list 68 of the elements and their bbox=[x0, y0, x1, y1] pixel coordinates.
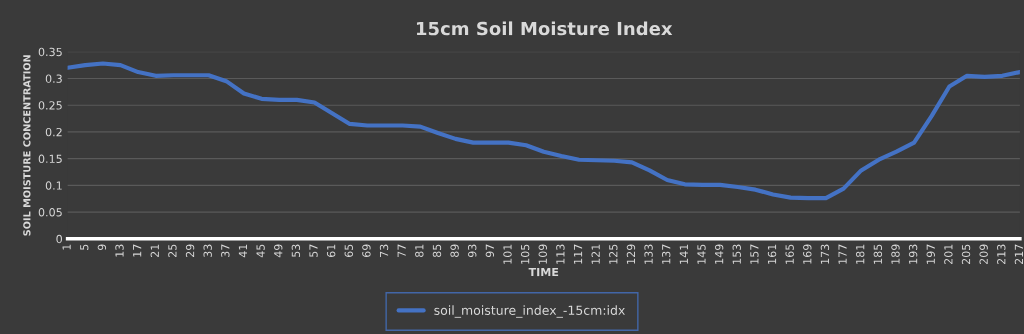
x-tick-label: 149 bbox=[714, 244, 724, 264]
x-tick-label: 77 bbox=[397, 244, 406, 257]
x-tick-label: 213 bbox=[997, 244, 1006, 265]
x-tick-label: 173 bbox=[820, 244, 830, 264]
x-tick-label: 177 bbox=[838, 244, 847, 264]
x-tick-label: 181 bbox=[856, 244, 865, 264]
x-tick-label: 41 bbox=[238, 244, 248, 258]
x-tick-label: 129 bbox=[626, 244, 636, 264]
x-tick-label: 85 bbox=[432, 244, 442, 258]
x-tick-label: 217 bbox=[1014, 244, 1023, 265]
line-series bbox=[67, 61, 1020, 201]
x-tick-label: 189 bbox=[891, 244, 900, 264]
x-tick-label: 185 bbox=[873, 244, 883, 264]
x-tick-label: 113 bbox=[556, 244, 565, 264]
x-tick-label: 209 bbox=[979, 244, 988, 265]
y-tick-label: 0.1 bbox=[45, 181, 62, 190]
x-tick-label: 121 bbox=[591, 244, 600, 264]
x-tick-label: 153 bbox=[732, 244, 741, 264]
x-tick-label: 13 bbox=[115, 244, 124, 257]
x-tick-label: 1 bbox=[62, 244, 71, 250]
x-tick-label: 97 bbox=[485, 244, 495, 258]
x-tick-label: 133 bbox=[644, 244, 653, 264]
x-tick-label: 105 bbox=[520, 244, 530, 264]
x-tick-label: 21 bbox=[150, 244, 159, 257]
x-tick-label: 109 bbox=[538, 244, 547, 264]
x-tick-label: 45 bbox=[256, 244, 265, 258]
y-tick-label: 0.2 bbox=[45, 127, 62, 137]
x-tick-label: 145 bbox=[697, 244, 706, 264]
x-tick-label: 25 bbox=[168, 244, 177, 257]
legend-label: soil_moisture_index_-15cm:idx bbox=[434, 305, 625, 318]
x-tick-label: 197 bbox=[926, 244, 935, 264]
x-tick-label: 33 bbox=[203, 244, 212, 257]
x-tick-label: 61 bbox=[326, 244, 336, 258]
x-tick-label: 49 bbox=[274, 244, 283, 258]
x-tick-label: 125 bbox=[609, 244, 618, 264]
y-tick-label: 0.35 bbox=[38, 47, 62, 57]
x-tick-label: 161 bbox=[767, 244, 777, 264]
x-tick-label: 89 bbox=[450, 244, 459, 258]
x-tick-label: 169 bbox=[803, 244, 812, 264]
x-tick-label: 157 bbox=[750, 244, 759, 264]
x-tick-label: 165 bbox=[785, 244, 794, 264]
x-tick-label: 137 bbox=[662, 244, 671, 264]
x-tick-label: 29 bbox=[185, 244, 195, 257]
x-tick-label: 93 bbox=[468, 244, 477, 258]
x-tick-label: 53 bbox=[291, 244, 301, 257]
y-tick-label: 0.3 bbox=[45, 74, 62, 83]
y-tick-label: 0 bbox=[56, 234, 62, 244]
x-tick-label: 5 bbox=[80, 244, 89, 250]
x-tick-label: 69 bbox=[362, 244, 371, 258]
x-tick-label: 57 bbox=[309, 244, 318, 257]
x-tick-label: 205 bbox=[961, 244, 971, 265]
x-tick-label: 81 bbox=[415, 244, 424, 258]
y-tick-label: 0.25 bbox=[38, 101, 62, 110]
x-tick-label: 193 bbox=[908, 244, 918, 264]
y-tick-label: 0.05 bbox=[38, 208, 62, 217]
x-tick-label: 17 bbox=[133, 244, 142, 257]
x-axis-title: TIME bbox=[528, 268, 559, 277]
x-tick-label: 73 bbox=[379, 244, 389, 257]
chart-title: 15cm Soil Moisture Index bbox=[416, 21, 673, 36]
y-axis-title: SOIL MOISTURE CONCENTRATION bbox=[23, 55, 31, 236]
x-tick-label: 117 bbox=[573, 244, 583, 264]
x-tick-label: 37 bbox=[221, 244, 230, 257]
x-tick-label: 141 bbox=[679, 244, 688, 264]
x-tick-label: 65 bbox=[344, 244, 353, 258]
y-tick-label: 0.15 bbox=[38, 154, 62, 164]
x-tick-label: 101 bbox=[503, 244, 512, 264]
x-tick-label: 9 bbox=[97, 244, 107, 251]
x-tick-label: 201 bbox=[944, 244, 953, 265]
